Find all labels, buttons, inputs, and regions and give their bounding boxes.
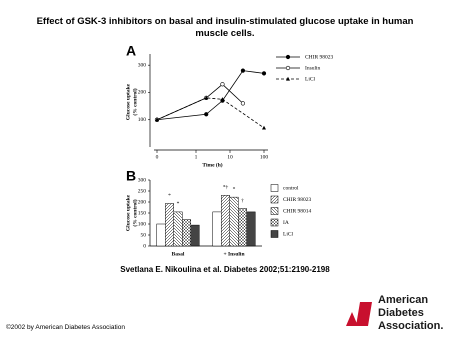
series-line xyxy=(156,97,265,129)
logo-text: Diabetes xyxy=(378,307,424,319)
legend-label: CHIR 98014 xyxy=(283,208,312,214)
point xyxy=(220,82,225,87)
point xyxy=(261,71,267,76)
logo: American Diabetes Association. xyxy=(346,294,443,332)
point xyxy=(155,117,159,122)
y-tick-label: 200 xyxy=(138,199,147,205)
bar xyxy=(238,208,247,247)
y-tick-label: 0 xyxy=(143,243,146,249)
bar xyxy=(229,196,239,247)
legend-marker xyxy=(285,65,291,71)
point xyxy=(220,97,225,101)
annotation: * xyxy=(233,186,236,192)
copyright: ©2002 by American Diabetes Association xyxy=(6,324,125,331)
legend-label: Insulin xyxy=(305,65,321,71)
panel-label: A xyxy=(126,43,136,59)
bar xyxy=(173,211,183,247)
y-axis-label: (% control) xyxy=(131,199,138,226)
bar xyxy=(246,211,256,247)
bar xyxy=(182,219,191,247)
legend-marker xyxy=(285,54,291,60)
bar xyxy=(165,203,174,247)
y-tick-label: 250 xyxy=(138,188,147,194)
y-tick-label: 50 xyxy=(141,232,147,238)
legend-label: control xyxy=(283,185,299,191)
x-tick-label: + Insulin xyxy=(223,251,244,257)
legend-label: LiCl xyxy=(305,76,316,82)
y-axis-label: Glucose uptake xyxy=(125,83,131,120)
annotation: † xyxy=(241,198,244,204)
y-tick-label: 300 xyxy=(138,177,147,183)
y-axis-label: Glucose uptake xyxy=(125,194,131,231)
y-tick-label: 200 xyxy=(138,90,147,96)
legend-swatch xyxy=(270,218,279,227)
point xyxy=(240,101,246,106)
x-tick-label: Basal xyxy=(172,251,185,257)
legend-label: LiCl xyxy=(283,231,294,237)
y-axis-label: (% control) xyxy=(131,88,138,115)
legend-swatch xyxy=(270,195,279,204)
legend-swatch xyxy=(270,184,279,192)
bar xyxy=(190,224,200,247)
y-tick-label: 100 xyxy=(138,221,147,227)
point xyxy=(240,68,246,73)
citation: Svetlana E. Nikoulina et al. Diabetes 20… xyxy=(120,265,330,274)
x-axis-label: Time (h) xyxy=(202,161,222,168)
legend-marker xyxy=(286,76,290,81)
bar xyxy=(156,223,166,247)
logo-mark xyxy=(346,302,372,326)
y-tick-label: 150 xyxy=(138,210,147,216)
point xyxy=(204,112,209,117)
point xyxy=(204,95,209,100)
legend-label: CHIR 98023 xyxy=(305,54,334,60)
logo-text: American xyxy=(378,294,428,306)
legend-label: CHIR 98023 xyxy=(283,197,312,203)
x-tick-label: 10 xyxy=(227,154,233,160)
x-tick-label: 1 xyxy=(195,154,198,160)
bar xyxy=(212,211,222,247)
y-tick-label: 100 xyxy=(138,117,147,123)
legend-swatch xyxy=(270,230,279,238)
annotation: * xyxy=(168,193,171,199)
x-tick-label: 0 xyxy=(156,154,159,160)
panel-label: B xyxy=(126,168,136,184)
annotation: * xyxy=(177,201,180,207)
point xyxy=(262,125,266,130)
logo-text: Association. xyxy=(378,320,443,332)
legend-label: IA xyxy=(283,220,289,226)
legend-swatch xyxy=(270,207,279,215)
x-tick-label: 100 xyxy=(260,154,269,160)
slide-title: Effect of GSK-3 inhibitors on basal and … xyxy=(36,16,414,39)
y-tick-label: 300 xyxy=(138,62,147,68)
annotation: *† xyxy=(223,185,229,191)
bar xyxy=(221,195,230,247)
